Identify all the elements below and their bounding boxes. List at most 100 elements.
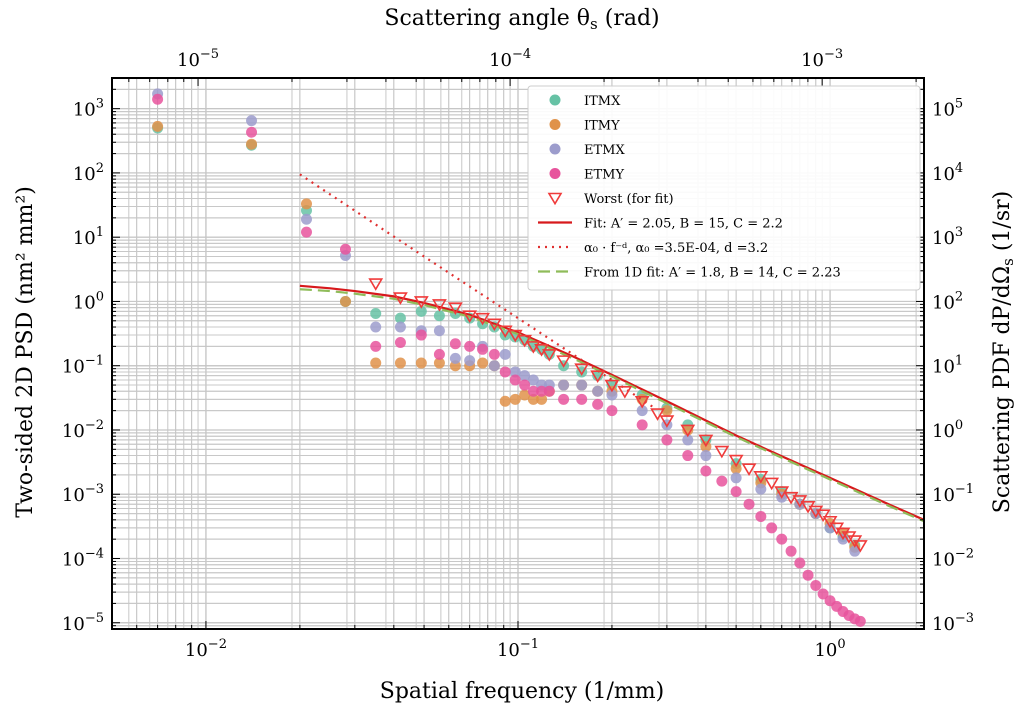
point-etmx	[636, 405, 648, 417]
worst-marker	[753, 471, 769, 484]
worst-marker	[590, 370, 606, 383]
x-tick-label: 10−1	[497, 637, 539, 661]
point-etmy	[716, 475, 728, 487]
series-group	[152, 88, 924, 627]
point-etmy	[449, 338, 461, 350]
right-tick-label: 100	[932, 418, 963, 442]
point-etmy	[794, 557, 806, 569]
fit-line	[299, 284, 924, 521]
point-etmy	[246, 126, 258, 138]
point-etmy	[488, 348, 500, 360]
point-etmx	[592, 385, 604, 397]
point-etmy	[370, 340, 382, 352]
point-etmy	[536, 385, 548, 397]
axis-ticks	[111, 77, 925, 630]
worst-marker	[822, 515, 838, 529]
point-etmy	[700, 465, 712, 477]
y-axis-title: Two-sided 2D PSD (nm² mm²)	[13, 186, 38, 518]
worst-marker	[659, 415, 675, 428]
point-etmy	[636, 419, 648, 431]
worst-marker	[413, 296, 429, 309]
point-etmy	[527, 385, 539, 397]
worst-marker	[634, 395, 650, 409]
worst-marker	[604, 379, 620, 393]
worst-marker	[835, 527, 851, 541]
worst-marker	[368, 278, 384, 291]
worst-marker	[764, 477, 780, 491]
point-etmy	[592, 398, 604, 410]
point-etmy	[776, 533, 788, 545]
legend-label: ITMY	[584, 119, 620, 134]
point-etmx	[576, 379, 588, 391]
y-tick-label: 10−1	[62, 354, 104, 378]
fit-line	[299, 173, 654, 408]
point-itmx	[433, 310, 445, 322]
point-etmx	[509, 366, 521, 378]
x-axis-title: Spatial frequency (1/mm)	[380, 679, 664, 704]
y-tick-label: 10−3	[62, 482, 104, 506]
worst-marker	[497, 325, 513, 339]
point-etmy	[558, 393, 570, 405]
top-tick-label: 10−3	[801, 47, 843, 71]
legend-label: α₀ · f⁻ᵈ, α₀ =3.5E-04, d =3.2	[584, 241, 768, 256]
point-itmy	[527, 393, 539, 405]
point-itmy	[536, 393, 548, 405]
point-itmy	[509, 393, 521, 405]
y-tick-label: 101	[73, 225, 104, 249]
point-etmx	[682, 434, 694, 446]
point-etmx	[558, 379, 570, 391]
right-tick-label: 105	[932, 97, 963, 121]
point-itmy	[152, 120, 164, 132]
point-etmy	[509, 374, 521, 386]
right-tick-label: 104	[932, 161, 963, 185]
y-tick-label: 10−4	[62, 547, 104, 571]
worst-marker	[541, 349, 557, 362]
point-etmx	[849, 545, 861, 557]
point-itmy	[394, 357, 406, 369]
top-axis-title: Scattering angle θs (rad)	[384, 6, 659, 33]
point-itmy	[519, 389, 531, 401]
worst-marker	[517, 334, 533, 348]
worst-marker	[574, 363, 590, 376]
legend-label: ETMX	[584, 143, 625, 158]
right-tick-label: 102	[932, 289, 963, 313]
fit-line	[299, 288, 924, 523]
point-itmy	[730, 463, 742, 475]
point-etmy	[543, 385, 555, 397]
worst-marker	[841, 531, 857, 544]
point-etmx	[464, 355, 476, 367]
legend-label: From 1D fit: A′ = 1.8, B = 14, C = 2.23	[584, 266, 841, 281]
point-itmx	[543, 348, 555, 360]
legend: ITMX ITMY ETMX ETMY Worst (for fit) Fit: A′ =…	[527, 85, 921, 291]
worst-marker	[393, 292, 408, 305]
point-etmy	[785, 545, 797, 557]
point-etmx	[488, 360, 500, 372]
point-etmx	[300, 213, 312, 225]
right-tick-label: 10−3	[932, 611, 974, 635]
point-etmy	[743, 498, 755, 510]
point-etmx	[730, 472, 742, 484]
point-etmx	[246, 115, 258, 127]
point-etmy	[576, 393, 588, 405]
point-etmx	[519, 370, 531, 382]
point-itmx	[592, 370, 604, 382]
worst-marker	[447, 302, 463, 315]
worst-marker	[462, 310, 478, 323]
point-itmy	[477, 357, 489, 369]
y-tick-label: 100	[73, 289, 104, 313]
x-tick-label: 100	[814, 637, 845, 661]
tick-labels: 10−2 10−1 100 10−5 10−4 10−3 10−5 10−4 10−3 10−2 1…	[62, 47, 974, 661]
point-etmx	[700, 450, 712, 462]
point-etmx	[433, 325, 445, 337]
point-itmx	[394, 312, 406, 324]
worst-marker	[680, 424, 696, 438]
point-etmy	[802, 569, 814, 581]
y-tick-label: 10−2	[62, 418, 104, 442]
x-tick-label: 10−2	[185, 637, 227, 661]
worst-marker	[475, 312, 490, 326]
legend-marker	[549, 94, 561, 106]
point-itmy	[415, 357, 427, 369]
y-tick-label: 102	[73, 161, 104, 185]
right-axis-title: Scattering PDF dP/dΩs (1/sr)	[990, 191, 1017, 513]
